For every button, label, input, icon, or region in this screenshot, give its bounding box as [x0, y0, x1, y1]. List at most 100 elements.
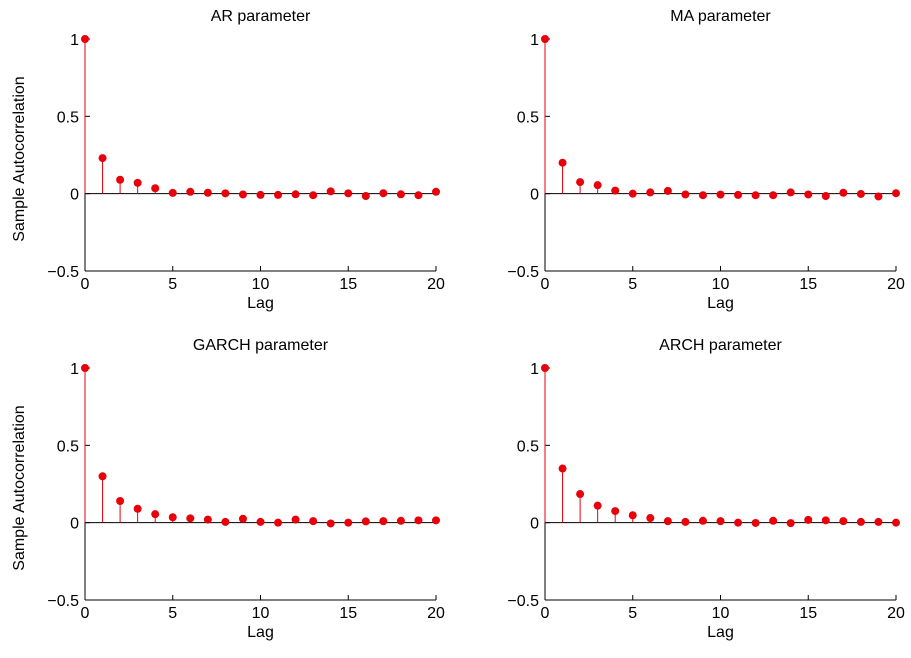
stem-marker — [786, 519, 795, 528]
y-tick-label: −0.5 — [507, 264, 539, 281]
stem-marker — [576, 490, 585, 499]
stem-marker — [874, 517, 883, 526]
stem-marker — [558, 464, 567, 473]
stem-marker — [186, 514, 195, 523]
stem-marker — [326, 187, 335, 196]
stem-marker — [238, 514, 247, 523]
x-tick-label: 20 — [887, 605, 905, 622]
panel-title: ARCH parameter — [659, 337, 782, 354]
stem-marker — [432, 187, 440, 196]
stem-marker — [256, 517, 265, 526]
panel-title: AR parameter — [211, 8, 311, 25]
stem-marker — [611, 507, 620, 516]
stem-marker — [839, 517, 848, 526]
x-tick-label: 10 — [252, 276, 270, 293]
stem-marker — [593, 501, 602, 510]
x-tick-label: 5 — [168, 276, 177, 293]
stem-marker — [663, 517, 672, 526]
stem-marker — [396, 516, 405, 525]
y-tick-label: −0.5 — [47, 593, 79, 610]
stem-marker — [414, 191, 423, 200]
stem-marker — [646, 188, 655, 197]
stem-marker — [734, 518, 743, 527]
stem-marker — [874, 192, 883, 201]
x-tick-label: 5 — [168, 605, 177, 622]
stem-marker — [256, 190, 265, 199]
y-tick-label: 0 — [530, 187, 539, 204]
y-tick-label: −0.5 — [507, 593, 539, 610]
panel-title: MA parameter — [670, 8, 771, 25]
stem-marker — [751, 518, 760, 527]
stem-marker — [558, 158, 567, 167]
stem-marker — [309, 191, 318, 200]
stem-marker — [151, 184, 160, 193]
stem-marker — [203, 188, 212, 197]
stem-marker — [203, 515, 212, 524]
stem-marker — [628, 189, 637, 198]
x-axis-label: Lag — [247, 295, 274, 312]
panel-title: GARCH parameter — [193, 337, 329, 354]
x-axis-label: Lag — [707, 295, 734, 312]
stem-marker — [611, 186, 620, 195]
stem-marker — [116, 175, 125, 184]
stem-marker — [98, 154, 107, 163]
stem-marker — [892, 189, 900, 198]
stem-marker — [81, 35, 89, 43]
stem-marker — [628, 511, 637, 520]
stem-marker — [291, 515, 300, 524]
stem-marker — [344, 189, 353, 198]
x-tick-label: 0 — [541, 276, 550, 293]
stem-marker — [821, 516, 830, 525]
stem-marker — [698, 516, 707, 525]
stem-marker — [151, 510, 160, 519]
stem-marker — [361, 191, 370, 200]
x-tick-label: 10 — [712, 276, 730, 293]
y-tick-label: 0 — [70, 187, 79, 204]
x-tick-label: 20 — [427, 276, 445, 293]
x-tick-label: 5 — [628, 605, 637, 622]
stem-marker — [379, 517, 388, 526]
stem-marker — [98, 472, 107, 481]
stem-marker — [786, 188, 795, 197]
stem-marker — [291, 190, 300, 199]
y-tick-label: 1 — [70, 32, 79, 49]
stem-marker — [856, 189, 865, 198]
stem-marker — [274, 190, 283, 199]
x-tick-label: 15 — [799, 276, 817, 293]
stem-marker — [663, 186, 672, 195]
x-tick-label: 15 — [799, 605, 817, 622]
x-tick-label: 15 — [339, 276, 357, 293]
stem-marker — [681, 517, 690, 526]
x-axis-label: Lag — [247, 624, 274, 641]
x-tick-label: 10 — [252, 605, 270, 622]
x-tick-label: 0 — [81, 276, 90, 293]
x-tick-label: 20 — [887, 276, 905, 293]
stem-marker — [186, 187, 195, 196]
y-tick-label: 0 — [70, 516, 79, 533]
x-tick-label: 10 — [712, 605, 730, 622]
stem-marker — [116, 497, 125, 506]
stem-marker — [541, 35, 549, 43]
stem-marker — [541, 364, 549, 372]
y-tick-label: 0.5 — [57, 438, 79, 455]
stem-marker — [81, 364, 89, 372]
stem-marker — [576, 178, 585, 187]
y-tick-label: −0.5 — [47, 264, 79, 281]
stem-marker — [716, 190, 725, 199]
stem-marker — [396, 190, 405, 199]
stem-marker — [221, 189, 230, 198]
y-tick-label: 0 — [530, 516, 539, 533]
y-tick-label: 0.5 — [517, 438, 539, 455]
stem-marker — [804, 515, 813, 524]
stem-marker — [168, 188, 177, 197]
stem-marker — [309, 517, 318, 526]
stem-marker — [716, 517, 725, 526]
x-tick-label: 0 — [541, 605, 550, 622]
stem-marker — [681, 190, 690, 199]
stem-marker — [751, 191, 760, 200]
